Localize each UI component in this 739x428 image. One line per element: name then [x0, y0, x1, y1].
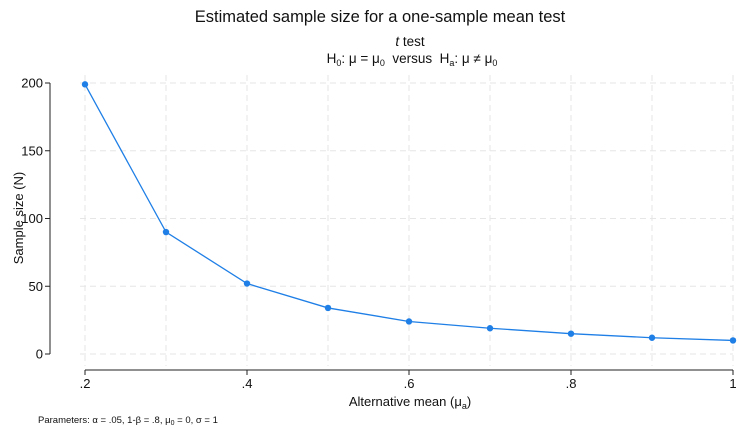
y-tick-label: 0 [36, 347, 43, 362]
x-tick-label: .4 [242, 376, 253, 391]
x-axis-label-close: ) [467, 394, 471, 409]
ha-relation: : μ ≠ μ [454, 51, 492, 66]
x-tick-label: .2 [80, 376, 91, 391]
data-point [648, 334, 656, 341]
parameters-note: Parameters: α = .05, 1-β = .8, μ0 = 0, σ… [38, 415, 218, 427]
ha-label: H [440, 51, 450, 66]
x-axis-label-sub: a [462, 401, 467, 411]
data-point [486, 325, 494, 332]
data-point [405, 318, 413, 325]
versus-text: versus [385, 51, 440, 66]
y-tick-label: 200 [21, 76, 43, 91]
data-point [324, 304, 332, 312]
subtitle-test-italic: t [395, 34, 400, 49]
x-tick-label: 1 [729, 376, 736, 391]
ha-relation-sub: 0 [492, 58, 497, 68]
data-point [81, 81, 89, 88]
data-point [243, 280, 251, 287]
data-series [81, 81, 737, 344]
note-text: Parameters: α = .05, 1-β = .8, μ [38, 415, 171, 426]
x-tick-label: .8 [566, 376, 577, 391]
chart-subtitle: t test [395, 34, 425, 49]
x-axis-label-main: Alternative mean (μ [349, 394, 462, 409]
y-tick-label: 150 [21, 143, 43, 158]
h0-relation-sub: 0 [380, 58, 385, 68]
h0-relation: : μ = μ [341, 51, 379, 66]
ha-sub: a [449, 58, 454, 68]
y-tick-label: 100 [21, 211, 43, 226]
y-tick-label: 50 [29, 279, 43, 294]
x-tick-label: .6 [404, 376, 415, 391]
data-point [162, 228, 170, 236]
y-axis-label: Sample size (N) [11, 172, 26, 264]
note-text: = 0, σ = 1 [175, 415, 218, 426]
grid-lines [80, 75, 734, 366]
h0-sub: 0 [336, 58, 341, 68]
data-point [729, 337, 737, 344]
axes: 0 50 100 150 200 .2 .4 .6 .8 1 [21, 76, 736, 392]
subtitle-test-rest: test [399, 34, 425, 49]
chart-title: Estimated sample size for a one-sample m… [195, 8, 566, 26]
data-point [567, 330, 575, 337]
note-subscript: 0 [171, 420, 175, 427]
h0-label: H [327, 51, 337, 66]
hypothesis-line: H0: μ = μ0 versus Ha: μ ≠ μ0 [327, 51, 498, 68]
series-line [84, 84, 734, 342]
x-axis-label: Alternative mean (μa) [349, 394, 471, 411]
